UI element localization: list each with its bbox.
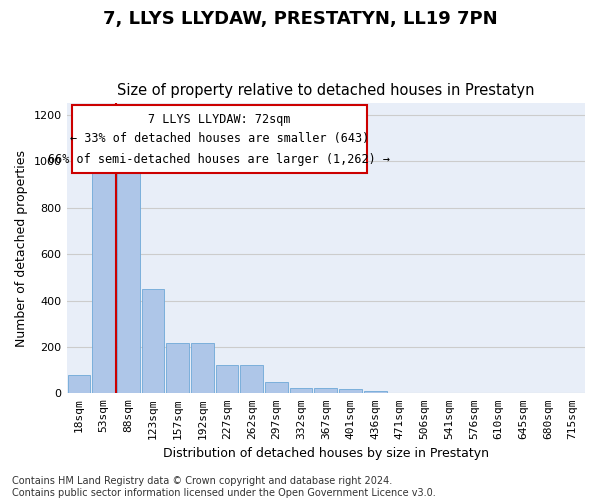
- Bar: [265, 382, 288, 394]
- Bar: [290, 388, 313, 394]
- Bar: [339, 388, 362, 394]
- Bar: [68, 374, 90, 394]
- Bar: [314, 388, 337, 394]
- Bar: [117, 168, 140, 394]
- Bar: [142, 289, 164, 394]
- Bar: [241, 366, 263, 394]
- Text: 7, LLYS LLYDAW, PRESTATYN, LL19 7PN: 7, LLYS LLYDAW, PRESTATYN, LL19 7PN: [103, 10, 497, 28]
- Text: Contains HM Land Registry data © Crown copyright and database right 2024.
Contai: Contains HM Land Registry data © Crown c…: [12, 476, 436, 498]
- Bar: [166, 344, 189, 394]
- Bar: [364, 390, 386, 394]
- Bar: [191, 344, 214, 394]
- Text: ← 33% of detached houses are smaller (643): ← 33% of detached houses are smaller (64…: [70, 132, 369, 145]
- Text: 66% of semi-detached houses are larger (1,262) →: 66% of semi-detached houses are larger (…: [49, 152, 391, 166]
- Text: 7 LLYS LLYDAW: 72sqm: 7 LLYS LLYDAW: 72sqm: [148, 114, 291, 126]
- Title: Size of property relative to detached houses in Prestatyn: Size of property relative to detached ho…: [117, 83, 535, 98]
- Y-axis label: Number of detached properties: Number of detached properties: [15, 150, 28, 347]
- FancyBboxPatch shape: [72, 105, 367, 173]
- Bar: [215, 366, 238, 394]
- X-axis label: Distribution of detached houses by size in Prestatyn: Distribution of detached houses by size …: [163, 447, 489, 460]
- Bar: [92, 167, 115, 394]
